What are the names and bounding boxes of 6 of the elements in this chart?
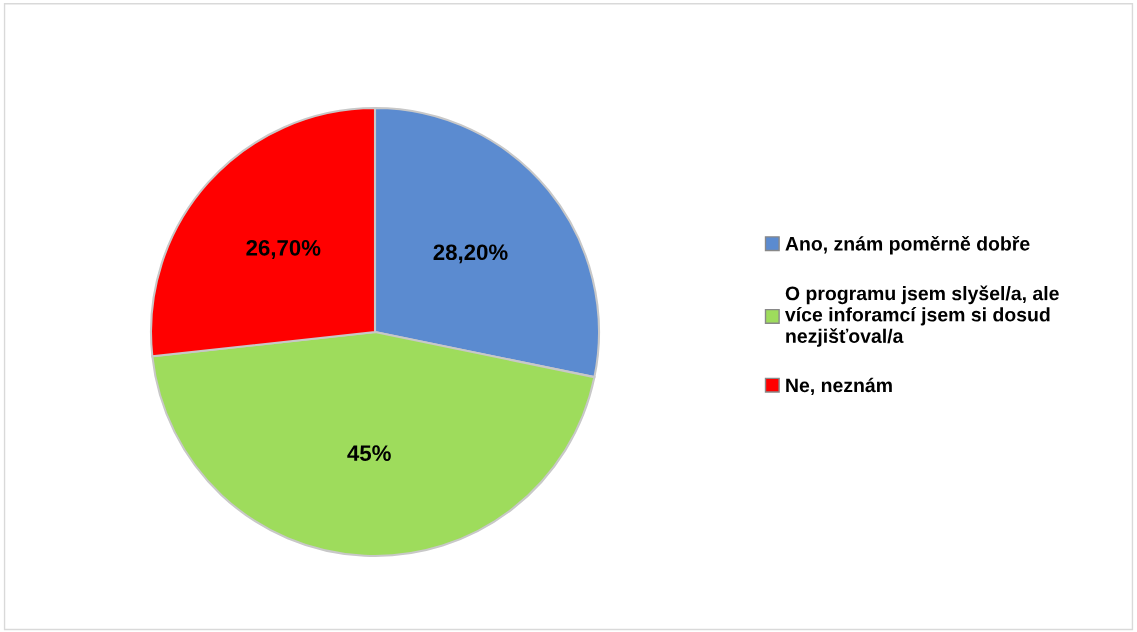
data-label: 26,70% — [246, 239, 321, 259]
legend-label: Ne, neznám — [786, 377, 892, 396]
legend-label: Ano, znám poměrně dobře — [785, 235, 1030, 255]
legend-label: O programu jsem slyšel/a, ale více inforamcí jsem si dosud nezjišťoval/a — [785, 285, 1059, 347]
data-label: 45% — [347, 445, 391, 462]
data-label: 28,20% — [433, 244, 508, 264]
